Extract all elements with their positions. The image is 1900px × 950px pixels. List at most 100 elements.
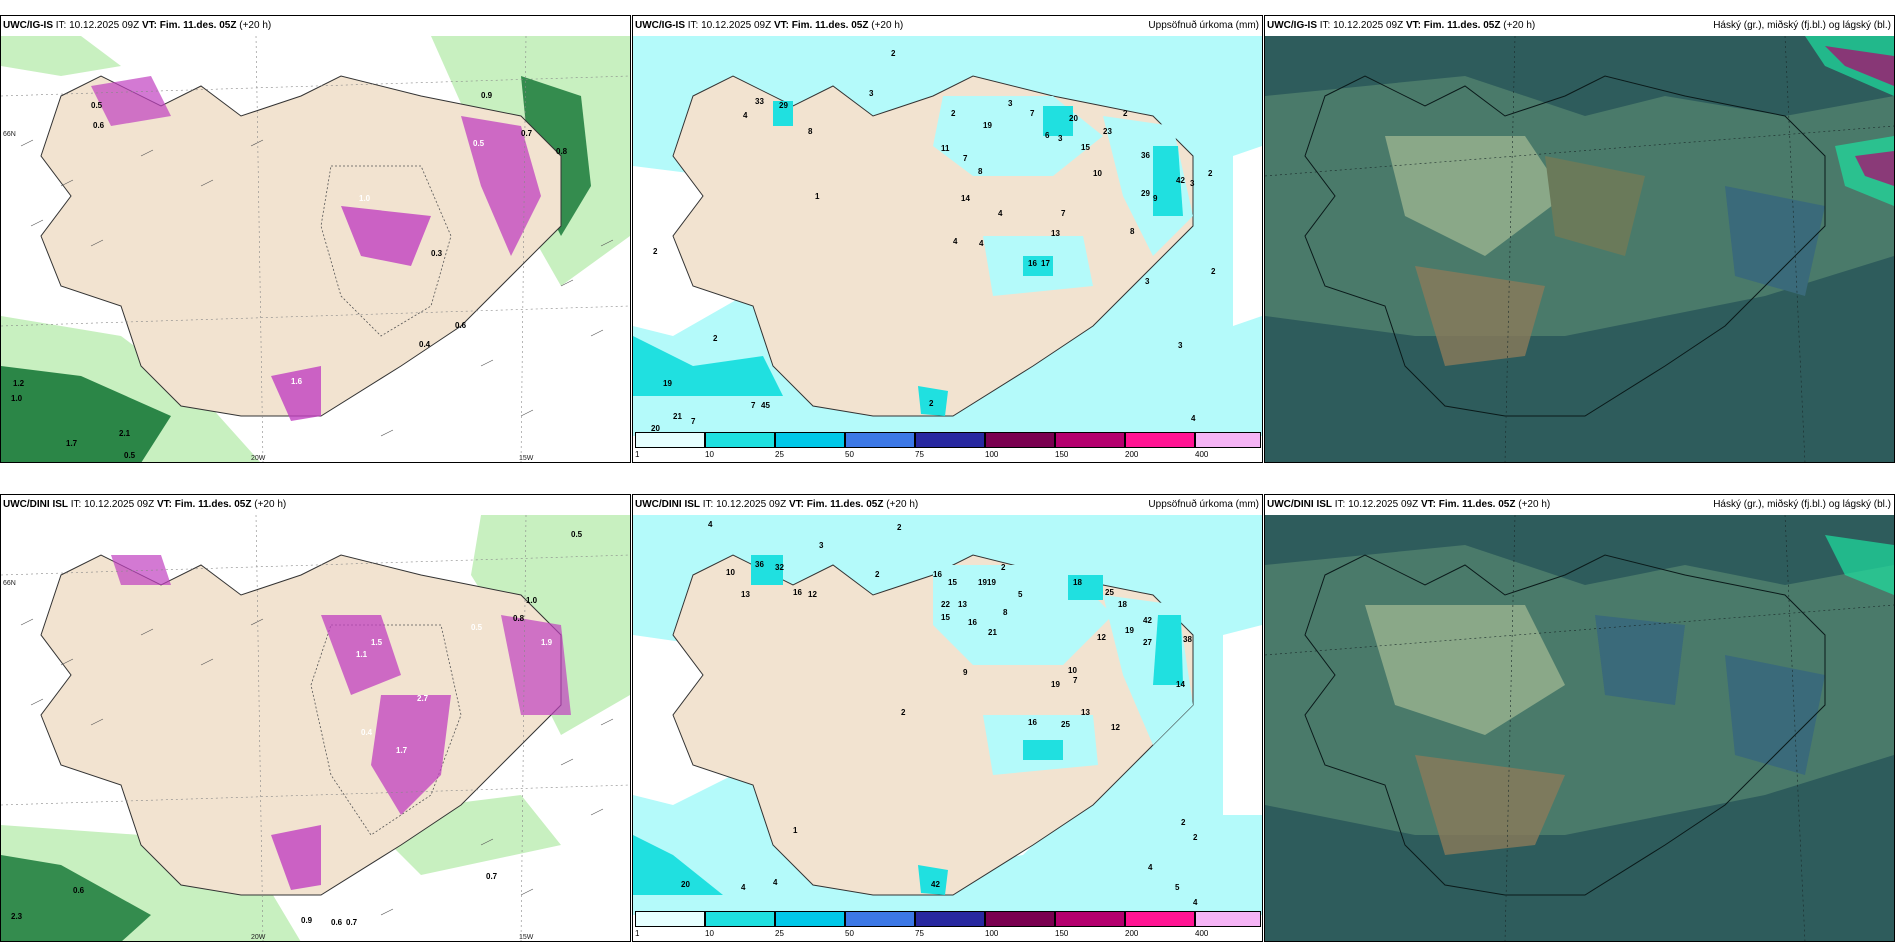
svg-text:2: 2 (1001, 563, 1006, 572)
svg-text:19: 19 (663, 379, 672, 388)
colorbar-tick: 100 (985, 450, 999, 459)
svg-text:2: 2 (653, 247, 658, 256)
svg-text:4: 4 (773, 878, 778, 887)
svg-text:3: 3 (869, 89, 874, 98)
svg-text:14: 14 (961, 194, 970, 203)
svg-text:0.5: 0.5 (471, 623, 483, 632)
svg-text:0.6: 0.6 (93, 121, 105, 130)
svg-text:22: 22 (941, 600, 950, 609)
svg-text:19: 19 (1125, 626, 1134, 635)
panel-dini-clouds: UWC/DINI ISL IT: 10.12.2025 09Z VT: Fim.… (1264, 494, 1895, 942)
svg-text:4: 4 (743, 111, 748, 120)
svg-text:0.5: 0.5 (124, 451, 136, 460)
svg-text:7: 7 (1061, 209, 1066, 218)
svg-text:23: 23 (1103, 127, 1112, 136)
svg-text:33: 33 (755, 97, 764, 106)
svg-text:2.1: 2.1 (119, 429, 131, 438)
colorbar-tick: 200 (1125, 450, 1139, 459)
colorbar-tick: 150 (1055, 450, 1069, 459)
svg-text:1.0: 1.0 (526, 596, 538, 605)
svg-text:3: 3 (1145, 277, 1150, 286)
svg-text:15: 15 (941, 613, 950, 622)
colorbar-swatch (635, 911, 705, 927)
cloud-map (1265, 515, 1894, 941)
panel-right-title: Háský (gr.), miðský (fj.bl.) og lágský (… (1713, 499, 1891, 510)
panel-title: UWC/DINI ISL IT: 10.12.2025 09Z VT: Fim.… (635, 499, 919, 510)
colorbar-tick: 10 (705, 929, 714, 938)
colorbar-tick: 10 (705, 450, 714, 459)
wind-map-svg: 0.5 0.6 1.0 0.8 2.3 0.9 0.7 1.5 1.1 0.4 … (1, 515, 630, 941)
svg-text:0.9: 0.9 (481, 91, 493, 100)
svg-text:2: 2 (891, 49, 896, 58)
panel-right-title: Háský (gr.), miðský (fj.bl.) og lágský (… (1713, 20, 1891, 31)
svg-text:38: 38 (1183, 635, 1192, 644)
precip-map: 4 2 3 10 36 32 13 16 12 2 16 15 19 19 2 … (633, 515, 1262, 915)
panel-dini-wind: UWC/DINI ISL IT: 10.12.2025 09Z VT: Fim.… (0, 494, 631, 942)
colorbar-swatch (1125, 432, 1195, 448)
colorbar-tick: 75 (915, 929, 924, 938)
svg-text:0.4: 0.4 (419, 340, 431, 349)
svg-text:32: 32 (775, 563, 784, 572)
svg-text:16: 16 (933, 570, 942, 579)
svg-text:14: 14 (1176, 680, 1185, 689)
svg-text:1.2: 1.2 (13, 379, 25, 388)
svg-text:2: 2 (951, 109, 956, 118)
colorbar-swatch (705, 911, 775, 927)
svg-text:16: 16 (1028, 718, 1037, 727)
svg-text:20: 20 (681, 880, 690, 889)
svg-text:4: 4 (1148, 863, 1153, 872)
svg-text:8: 8 (1130, 227, 1135, 236)
colorbar-tick: 1 (635, 929, 640, 938)
cloud-map-svg (1265, 515, 1894, 941)
svg-text:7: 7 (1073, 676, 1078, 685)
svg-text:7: 7 (1030, 109, 1035, 118)
svg-text:7: 7 (751, 401, 756, 410)
svg-text:7: 7 (691, 417, 696, 426)
svg-text:2: 2 (901, 708, 906, 717)
svg-text:4: 4 (979, 239, 984, 248)
svg-text:13: 13 (1081, 708, 1090, 717)
svg-text:2.7: 2.7 (417, 694, 429, 703)
svg-text:19: 19 (978, 578, 987, 587)
svg-text:10: 10 (1068, 666, 1077, 675)
svg-text:15W: 15W (519, 455, 534, 462)
colorbar-tick: 100 (985, 929, 999, 938)
svg-text:1.7: 1.7 (66, 439, 78, 448)
svg-text:21: 21 (988, 628, 997, 637)
cloud-map-svg (1265, 36, 1894, 462)
svg-text:0.7: 0.7 (521, 129, 533, 138)
svg-text:29: 29 (1141, 189, 1150, 198)
svg-text:4: 4 (708, 520, 713, 529)
precip-map-svg: 4 2 3 10 36 32 13 16 12 2 16 15 19 19 2 … (633, 515, 1262, 915)
svg-text:25: 25 (1061, 720, 1070, 729)
svg-text:0.6: 0.6 (455, 321, 467, 330)
svg-text:12: 12 (1111, 723, 1120, 732)
colorbar-swatch (1055, 432, 1125, 448)
svg-text:36: 36 (1141, 151, 1150, 160)
colorbar-tick: 50 (845, 450, 854, 459)
svg-text:13: 13 (741, 590, 750, 599)
svg-text:2: 2 (1193, 833, 1198, 842)
svg-text:0.5: 0.5 (473, 139, 485, 148)
colorbar-swatch (635, 432, 705, 448)
svg-text:18: 18 (1073, 578, 1082, 587)
svg-text:20: 20 (651, 424, 660, 433)
svg-text:3: 3 (1008, 99, 1013, 108)
colorbar-tick: 1 (635, 450, 640, 459)
svg-text:8: 8 (1003, 608, 1008, 617)
panel-right-title: Uppsöfnuð úrkoma (mm) (1148, 20, 1259, 31)
svg-text:0.4: 0.4 (361, 728, 373, 737)
svg-text:36: 36 (755, 560, 764, 569)
colorbar-swatch (775, 911, 845, 927)
colorbar: 1 10 25 50 75 100 150 200 400 (635, 911, 1261, 939)
svg-text:15: 15 (948, 578, 957, 587)
panel-dini-precip: UWC/DINI ISL IT: 10.12.2025 09Z VT: Fim.… (632, 494, 1263, 942)
panel-title: UWC/DINI ISL IT: 10.12.2025 09Z VT: Fim.… (1267, 499, 1551, 510)
colorbar-swatch (845, 911, 915, 927)
svg-text:2: 2 (1211, 267, 1216, 276)
colorbar-swatch (985, 911, 1055, 927)
colorbar-swatch (915, 432, 985, 448)
svg-text:2.3: 2.3 (11, 912, 23, 921)
svg-text:25: 25 (1105, 588, 1114, 597)
svg-text:16: 16 (968, 618, 977, 627)
